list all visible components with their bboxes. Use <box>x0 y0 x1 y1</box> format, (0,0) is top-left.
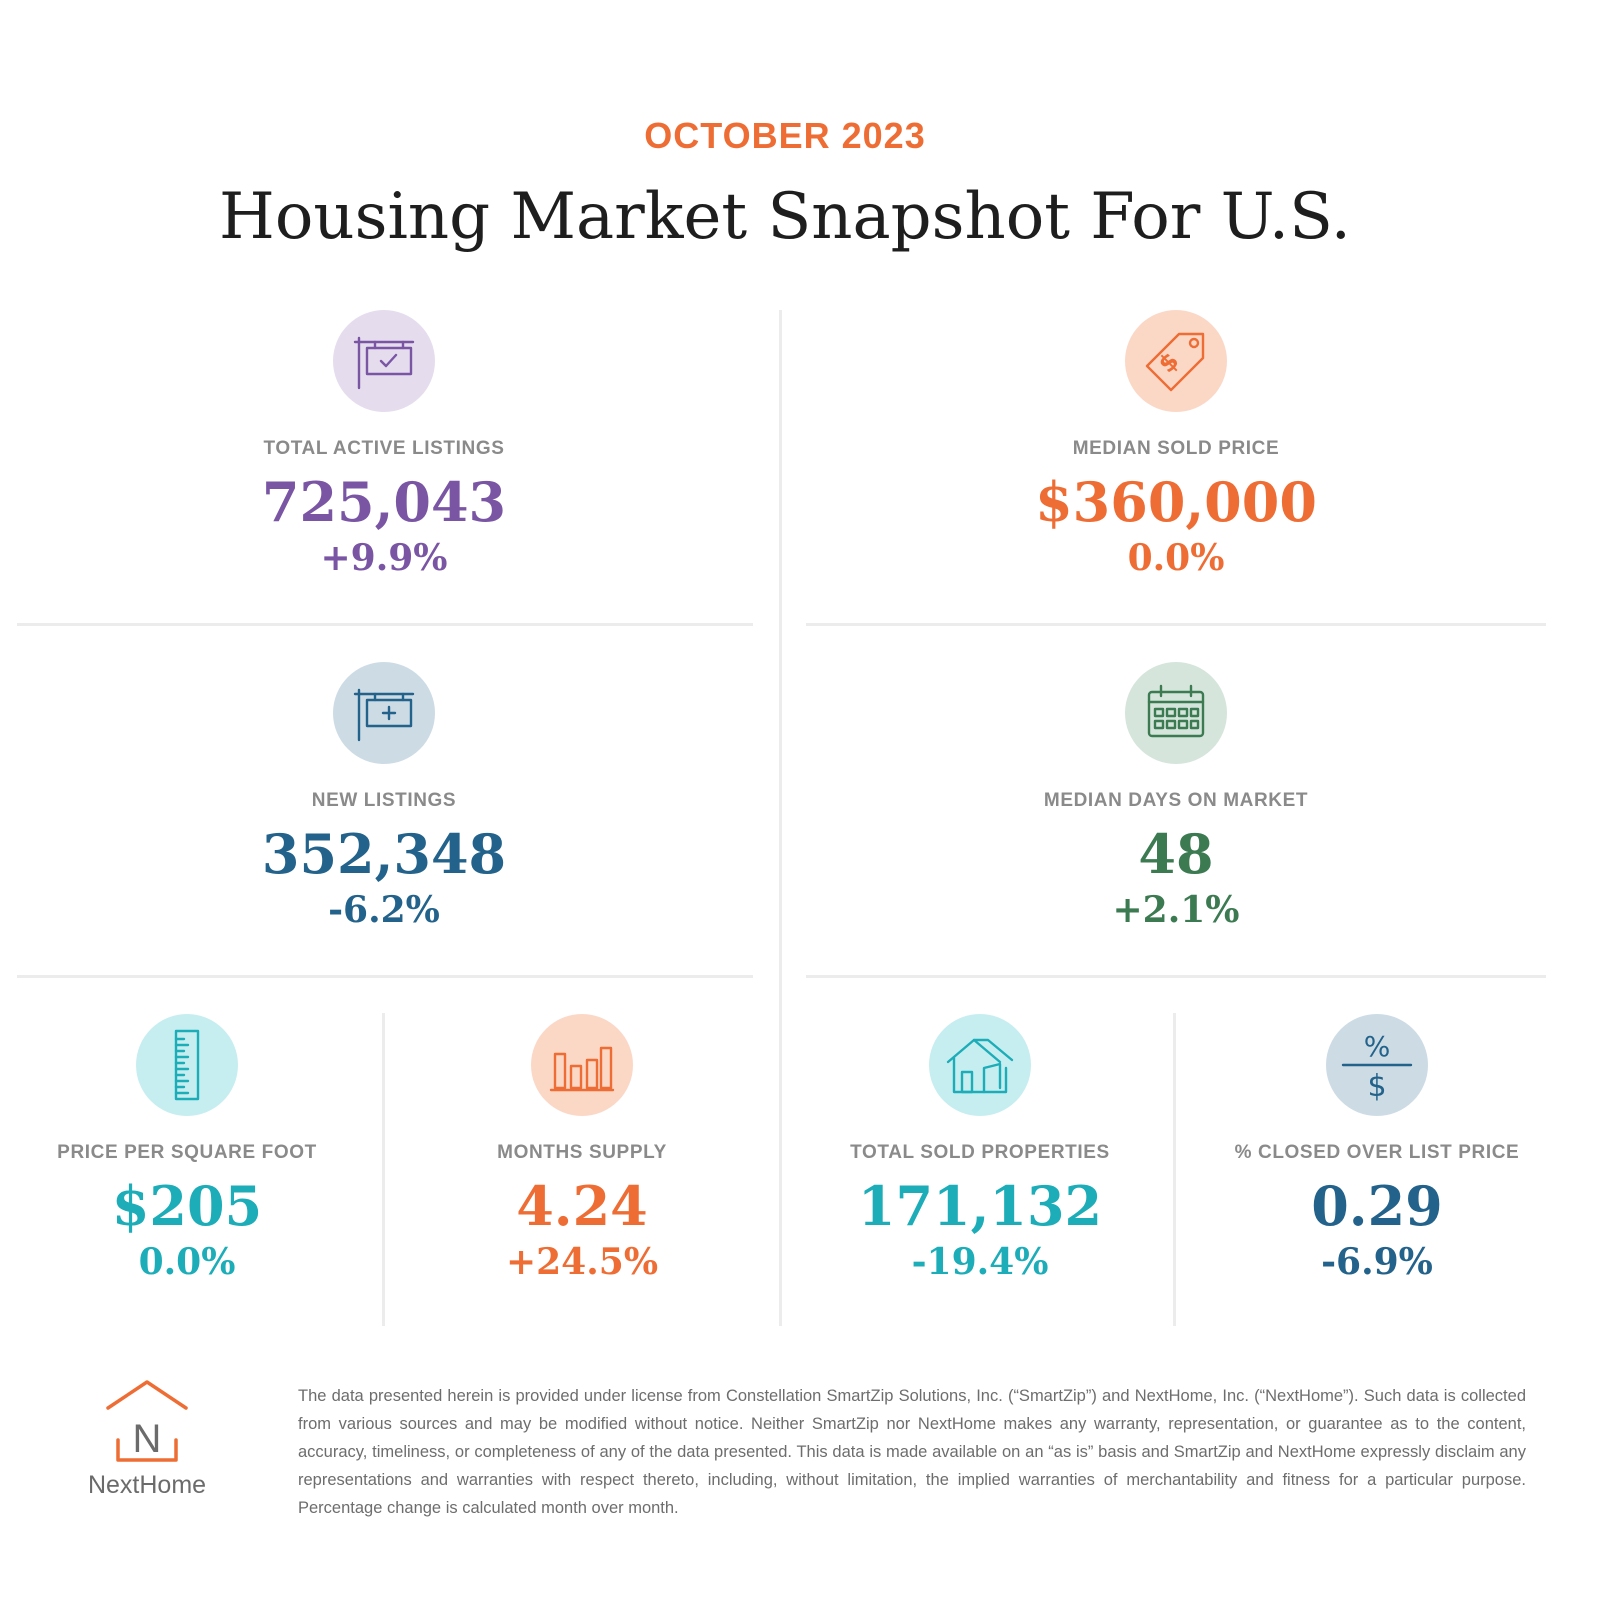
stat-new-listings: NEW LISTINGS 352,348 -6.2% <box>134 662 634 934</box>
row-divider-right-1 <box>806 623 1546 626</box>
stat-change: 0.0% <box>1127 537 1225 579</box>
stat-value: $360,000 <box>1035 470 1317 534</box>
stat-price-per-square-foot: PRICE PER SQUARE FOOT $205 0.0% <box>37 1014 337 1286</box>
stat-total-sold-properties: TOTAL SOLD PROPERTIES 171,132 -19.4% <box>830 1014 1130 1286</box>
stat-value: 171,132 <box>857 1174 1103 1238</box>
bar-chart-icon <box>531 1014 633 1116</box>
stat-total-active-listings: TOTAL ACTIVE LISTINGS 725,043 +9.9% <box>134 310 634 582</box>
percent-dollar-icon: % $ <box>1326 1014 1428 1116</box>
row-divider-right-2 <box>806 975 1546 978</box>
logo-wordmark: NextHome <box>87 1471 207 1499</box>
stat-median-sold-price: $ MEDIAN SOLD PRICE $360,000 0.0% <box>926 310 1426 582</box>
stat-label: MEDIAN SOLD PRICE <box>1072 438 1280 459</box>
stat-change: +24.5% <box>505 1241 659 1283</box>
stat-label: MEDIAN DAYS ON MARKET <box>1043 790 1309 811</box>
row-divider-left-2 <box>17 975 753 978</box>
stat-median-days-on-market: MEDIAN DAYS ON MARKET 48 +2.1% <box>926 662 1426 934</box>
ruler-icon <box>136 1014 238 1116</box>
stat-change: -6.9% <box>1321 1241 1433 1283</box>
stat-change: +9.9% <box>320 537 448 579</box>
nexthome-logo: N NextHome <box>72 1378 222 1500</box>
stat-label: TOTAL SOLD PROPERTIES <box>850 1142 1110 1163</box>
calendar-icon <box>1125 662 1227 764</box>
stat-label: % CLOSED OVER LIST PRICE <box>1234 1142 1520 1163</box>
stat-change: -6.2% <box>328 889 440 931</box>
stat-value: 725,043 <box>261 470 507 534</box>
stat-value: 48 <box>1138 822 1214 886</box>
stat-label: MONTHS SUPPLY <box>497 1142 667 1163</box>
svg-text:%: % <box>1364 1030 1391 1063</box>
stat-change: +2.1% <box>1112 889 1240 931</box>
row-divider-left-1 <box>17 623 753 626</box>
logo-letter: N <box>133 1417 162 1461</box>
stat-change: 0.0% <box>138 1241 236 1283</box>
stat-value: 0.29 <box>1311 1174 1443 1238</box>
right-bottom-divider <box>1173 1013 1176 1326</box>
stat-label: PRICE PER SQUARE FOOT <box>57 1142 317 1163</box>
stat-value: 4.24 <box>516 1174 648 1238</box>
house-outline-logo-icon: N <box>106 1380 188 1462</box>
page-title: Housing Market Snapshot For U.S. <box>219 180 1351 254</box>
stat-value: 352,348 <box>261 822 507 886</box>
center-divider <box>779 310 782 1326</box>
house-icon <box>929 1014 1031 1116</box>
price-tag-icon: $ <box>1125 310 1227 412</box>
stat-label: TOTAL ACTIVE LISTINGS <box>263 438 505 459</box>
stat-change: -19.4% <box>911 1241 1049 1283</box>
stat-label: NEW LISTINGS <box>311 790 457 811</box>
svg-text:$: $ <box>1153 347 1185 379</box>
listing-sign-check-icon <box>333 310 435 412</box>
left-bottom-divider <box>382 1013 385 1326</box>
listing-sign-plus-icon <box>333 662 435 764</box>
disclaimer-text: The data presented herein is provided un… <box>298 1387 1526 1517</box>
stat-months-supply: MONTHS SUPPLY 4.24 +24.5% <box>432 1014 732 1286</box>
report-date: OCTOBER 2023 <box>644 115 926 156</box>
stat-value: $205 <box>111 1174 263 1238</box>
svg-text:$: $ <box>1367 1069 1386 1102</box>
stat-closed-over-list-price: % $ % CLOSED OVER LIST PRICE 0.29 -6.9% <box>1227 1014 1527 1286</box>
